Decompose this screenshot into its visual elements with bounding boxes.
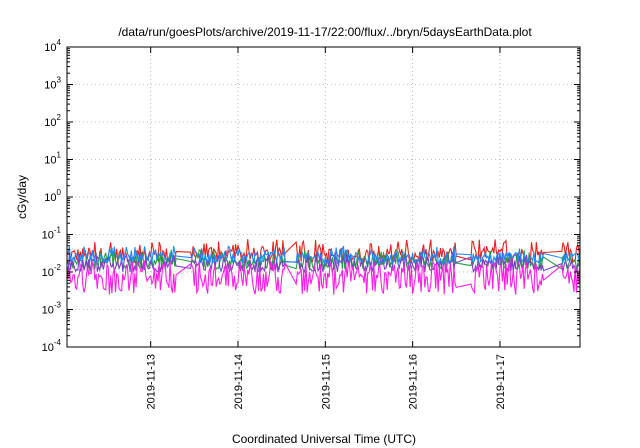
series-layer bbox=[66, 238, 581, 295]
series-line bbox=[66, 260, 581, 295]
y-tick-label: 10-2 bbox=[42, 263, 62, 279]
y-tick-label: 103 bbox=[44, 76, 61, 92]
x-tick-label: 2019-11-15 bbox=[320, 354, 332, 409]
x-tick-label: 2019-11-14 bbox=[233, 354, 245, 409]
y-tick-label: 102 bbox=[44, 113, 61, 129]
x-axis-label: Coordinated Universal Time (UTC) bbox=[232, 432, 416, 446]
x-axis: 2019-11-13 2019-11-14 2019-11-15 2019-11-16… bbox=[146, 47, 507, 409]
y-axis-label: cGy/day bbox=[15, 175, 29, 219]
x-tick-label: 2019-11-16 bbox=[408, 354, 420, 409]
y-axis: 10-4 10-3 10-2 10-1 100 101 102 103 104 bbox=[42, 38, 580, 354]
grid bbox=[67, 47, 580, 347]
y-tick-label: 100 bbox=[44, 188, 61, 204]
series-line bbox=[66, 245, 581, 266]
y-tick-label: 10-3 bbox=[42, 301, 62, 317]
y-tick-label: 101 bbox=[44, 151, 61, 167]
y-tick-label: 10-4 bbox=[42, 338, 62, 354]
x-tick-label: 2019-11-13 bbox=[146, 354, 158, 409]
y-tick-label: 10-1 bbox=[42, 226, 62, 242]
x-tick-label: 2019-11-17 bbox=[495, 354, 507, 409]
y-tick-label: 104 bbox=[44, 38, 61, 54]
chart-title: /data/run/goesPlots/archive/2019-11-17/2… bbox=[118, 25, 532, 39]
